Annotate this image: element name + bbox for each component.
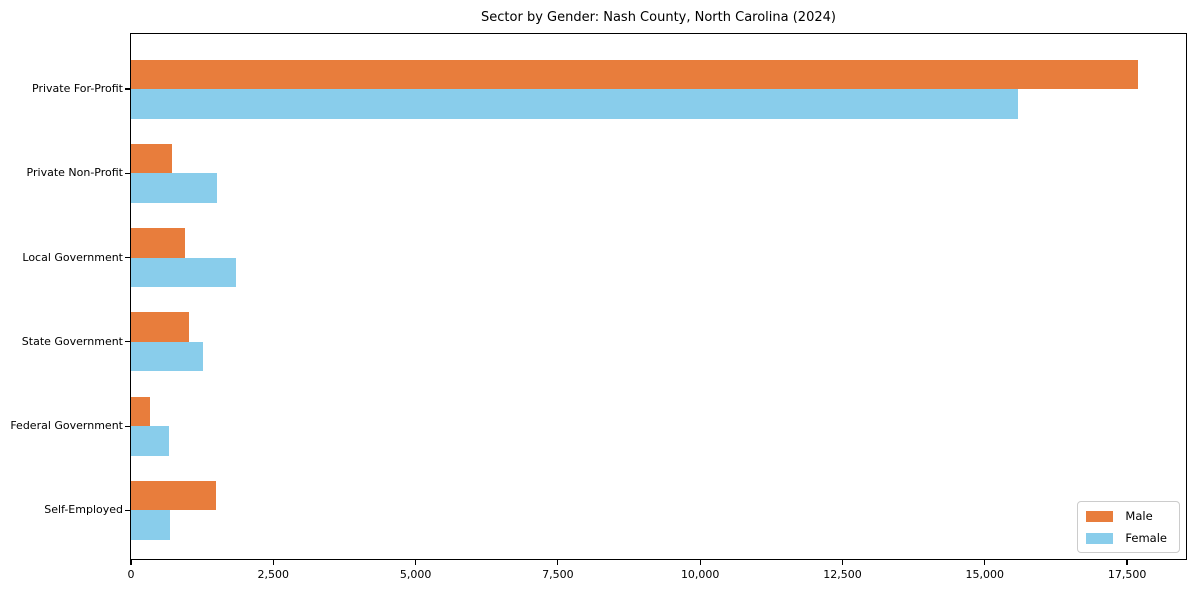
bar-male xyxy=(131,396,150,427)
bar-female xyxy=(131,426,170,456)
bar-female xyxy=(131,173,217,203)
y-tick-label: State Government xyxy=(21,334,123,348)
y-tick xyxy=(125,256,131,259)
x-tick-label: 15,000 xyxy=(965,568,1005,581)
legend-swatch-female xyxy=(1086,532,1114,544)
x-tick xyxy=(1126,559,1128,565)
bar-male xyxy=(131,480,216,511)
legend-label: Male xyxy=(1125,509,1153,523)
x-tick xyxy=(414,559,417,565)
bar-male xyxy=(131,312,190,342)
bar-male xyxy=(131,59,1138,89)
x-tick-label: 5,000 xyxy=(399,568,432,581)
y-tick xyxy=(125,88,131,90)
x-tick-label: 2,500 xyxy=(257,568,290,581)
legend-entry: Male xyxy=(1086,509,1167,523)
x-tick-label: 0 xyxy=(127,568,135,581)
bar-male xyxy=(131,143,172,174)
bar-female xyxy=(131,510,171,540)
y-tick-label: Federal Government xyxy=(10,419,123,433)
x-tick xyxy=(984,559,986,565)
y-tick-label: Local Government xyxy=(22,250,123,264)
y-tick xyxy=(125,341,131,343)
x-tick xyxy=(272,559,274,565)
y-tick-label: Private Non-Profit xyxy=(26,166,123,180)
x-tick xyxy=(841,559,844,565)
plot-area: Male Female Private For-Profit Private Non… xyxy=(10,33,1187,581)
x-tick-label: 17,500 xyxy=(1107,568,1147,581)
legend-entry: Female xyxy=(1086,531,1167,545)
bar-female xyxy=(131,341,203,372)
x-tick-label: 7,500 xyxy=(542,568,574,581)
bar-male xyxy=(131,228,186,258)
x-tick-label: 12,500 xyxy=(823,568,862,581)
bar-female xyxy=(131,257,236,288)
y-tick-label: Private For-Profit xyxy=(32,82,123,95)
x-tick-label: 10,000 xyxy=(680,568,720,581)
chart-title: Sector by Gender: Nash County, North Car… xyxy=(481,10,836,25)
bar-female xyxy=(131,89,1018,119)
legend: Male Female xyxy=(1077,501,1180,553)
legend-label: Female xyxy=(1125,531,1167,545)
y-tick xyxy=(125,425,131,427)
x-tick xyxy=(699,559,701,565)
y-tick-label: Self-Employed xyxy=(44,503,123,517)
x-tick xyxy=(557,559,559,565)
y-tick xyxy=(125,172,131,174)
y-tick xyxy=(125,509,131,511)
x-tick xyxy=(130,559,132,565)
legend-swatch-male xyxy=(1086,510,1114,522)
